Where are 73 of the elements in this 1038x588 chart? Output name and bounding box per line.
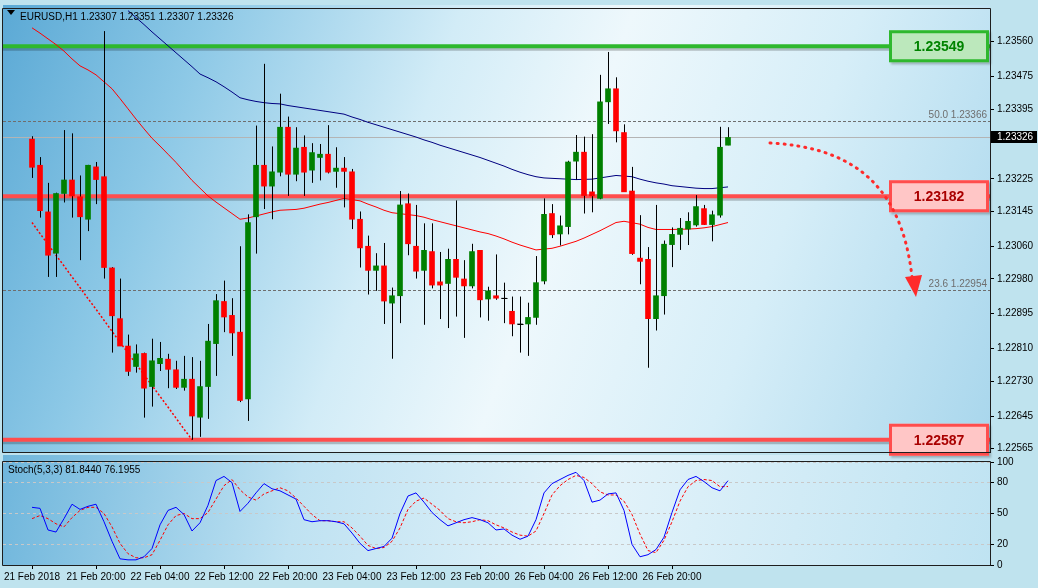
y-tick-label: 1.23060 xyxy=(997,240,1034,251)
y-tick-label: 1.22730 xyxy=(997,374,1034,386)
candlestick xyxy=(557,215,563,246)
candlestick xyxy=(261,63,267,210)
candlestick xyxy=(165,353,171,389)
candlestick xyxy=(229,297,235,357)
candlestick xyxy=(709,210,715,242)
candlestick xyxy=(325,124,331,174)
y-tick-label: 0 xyxy=(997,558,1003,570)
candlestick xyxy=(653,204,659,332)
y-tick-label: 1.22810 xyxy=(997,342,1034,354)
candlestick xyxy=(317,143,323,181)
candlestick xyxy=(309,142,315,184)
x-tick-label: 26 Feb 12:00 xyxy=(578,570,638,582)
candlestick xyxy=(493,253,499,301)
ref-line-label: 50.0 1.23366 xyxy=(928,109,988,121)
ref-line-label: 23.6 1.22954 xyxy=(928,278,988,290)
candlestick xyxy=(157,341,163,372)
y-tick-label: 100 xyxy=(997,455,1015,467)
y-tick-label: 50 xyxy=(997,507,1009,519)
candlestick xyxy=(389,287,395,360)
x-tick-label: 21 Feb 20:00 xyxy=(66,570,126,582)
candlestick xyxy=(221,280,227,333)
x-tick-label: 23 Feb 12:00 xyxy=(386,570,446,582)
candlestick xyxy=(669,226,675,268)
x-tick-label: 22 Feb 20:00 xyxy=(258,570,318,582)
chart-title: EURUSD,H1 1.23307 1.23351 1.23307 1.23326 xyxy=(20,10,234,22)
x-tick-label: 21 Feb 2018 xyxy=(3,570,61,582)
candlestick xyxy=(173,360,179,390)
y-tick-label: 1.22980 xyxy=(997,272,1034,284)
candlestick xyxy=(341,156,347,208)
candlestick xyxy=(133,343,139,374)
x-tick-label: 22 Feb 12:00 xyxy=(194,570,254,582)
ref-line-label: 1.23549 xyxy=(913,38,965,55)
candlestick xyxy=(61,129,67,203)
candlestick xyxy=(701,204,707,226)
ref-line-label: 1.23326 xyxy=(997,131,1034,143)
chart-title: Stoch(5,3,3) 81.8440 76.1955 xyxy=(8,463,141,475)
y-tick-label: 1.23475 xyxy=(997,70,1034,82)
x-tick-label: 22 Feb 04:00 xyxy=(130,570,190,582)
x-tick-label: 26 Feb 20:00 xyxy=(642,570,702,582)
y-tick-label: 1.23145 xyxy=(997,205,1034,217)
candlestick xyxy=(549,203,555,239)
y-tick-label: 80 xyxy=(997,476,1009,488)
ref-line-label: 1.22587 xyxy=(913,431,965,448)
candlestick xyxy=(93,161,99,205)
y-tick-label: 1.22895 xyxy=(997,307,1034,319)
y-tick-label: 1.23395 xyxy=(997,102,1034,114)
candlestick xyxy=(77,174,83,261)
x-tick-label: 26 Feb 04:00 xyxy=(514,570,574,582)
candlestick xyxy=(685,211,691,246)
candlestick xyxy=(333,146,339,189)
candlestick xyxy=(509,296,515,337)
candlestick xyxy=(69,132,75,219)
candlestick xyxy=(693,194,699,228)
y-tick-label: 1.23225 xyxy=(997,172,1034,184)
y-tick-label: 1.22645 xyxy=(997,409,1034,421)
y-tick-label: 1.23560 xyxy=(997,35,1034,47)
candlestick xyxy=(605,51,611,125)
x-tick-label: 23 Feb 04:00 xyxy=(322,570,382,582)
y-tick-label: 1.22565 xyxy=(997,442,1034,454)
candlestick xyxy=(485,286,491,322)
candlestick xyxy=(269,145,275,220)
candlestick xyxy=(677,217,683,251)
candlestick xyxy=(573,134,579,181)
x-tick-label: 23 Feb 20:00 xyxy=(450,570,510,582)
y-tick-label: 20 xyxy=(997,538,1009,550)
candlestick xyxy=(525,302,531,357)
candlestick xyxy=(461,259,467,339)
candlestick xyxy=(373,252,379,292)
candlestick xyxy=(421,222,427,326)
candlestick xyxy=(181,355,187,392)
ref-line-label: 1.23182 xyxy=(913,188,965,205)
